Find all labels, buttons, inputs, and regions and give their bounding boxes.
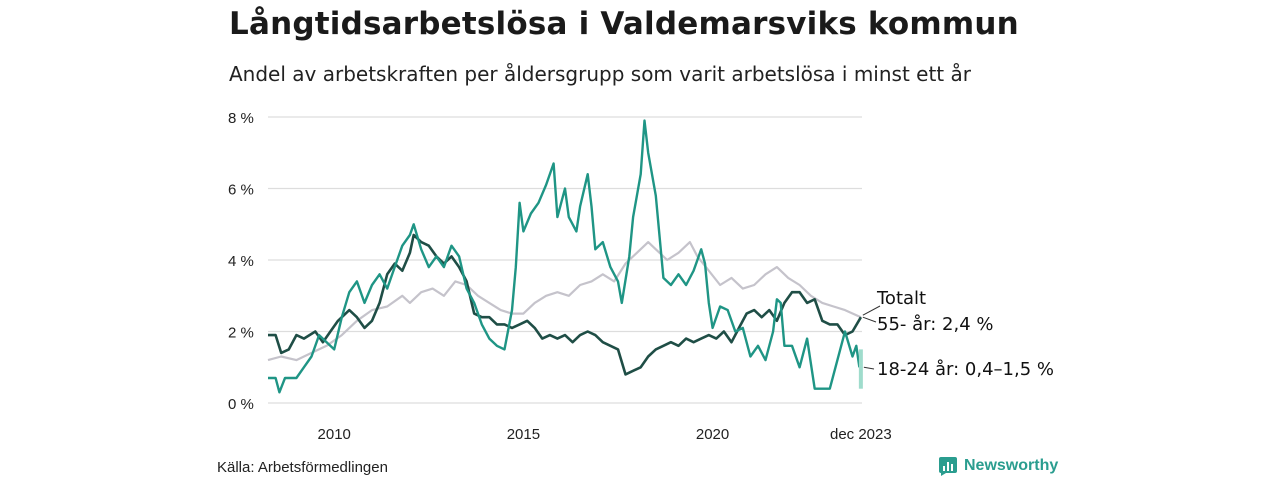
y-tick-label: 2 % [228, 325, 254, 342]
y-tick-label: 0 % [228, 396, 254, 413]
label-totalt: Totalt [876, 288, 926, 309]
label-18-24: 18-24 år: 0,4–1,5 % [877, 359, 1054, 380]
series-lines [267, 119, 863, 394]
y-tick-label: 4 % [228, 253, 254, 270]
series-line-55 [268, 233, 863, 376]
brand-name: Newsworthy [964, 457, 1059, 474]
series-line-18-24 [268, 119, 861, 394]
brand-logo[interactable]: Newsworthy [938, 456, 1058, 476]
x-tick-label: dec 2023 [830, 426, 892, 443]
leader-line-18-24 [863, 366, 875, 370]
x-tick-label: 2015 [507, 426, 540, 443]
source-credit: Källa: Arbetsförmedlingen [217, 459, 388, 476]
leader-line-totalt [862, 305, 881, 316]
leader-line-55 [862, 316, 877, 323]
series-line-totalt [267, 241, 862, 362]
chart-title: Långtidsarbetslösa i Valdemarsviks kommu… [229, 6, 1019, 42]
chart-subtitle: Andel av arbetskraften per åldersgrupp s… [229, 62, 971, 86]
x-tick-label: 2010 [318, 426, 351, 443]
label-55: 55- år: 2,4 % [877, 314, 993, 335]
y-axis-ticks: 0 % 2 % 4 % 6 % 8 % [228, 110, 254, 413]
x-axis-ticks: 2010 2015 2020 dec 2023 [318, 426, 892, 443]
x-tick-label: 2020 [696, 426, 729, 443]
gridlines [268, 116, 862, 404]
series-labels: Totalt 55- år: 2,4 % 18-24 år: 0,4–1,5 % [862, 288, 1054, 380]
y-tick-label: 8 % [228, 110, 254, 127]
newsworthy-logo-icon [939, 457, 957, 476]
y-tick-label: 6 % [228, 182, 254, 199]
